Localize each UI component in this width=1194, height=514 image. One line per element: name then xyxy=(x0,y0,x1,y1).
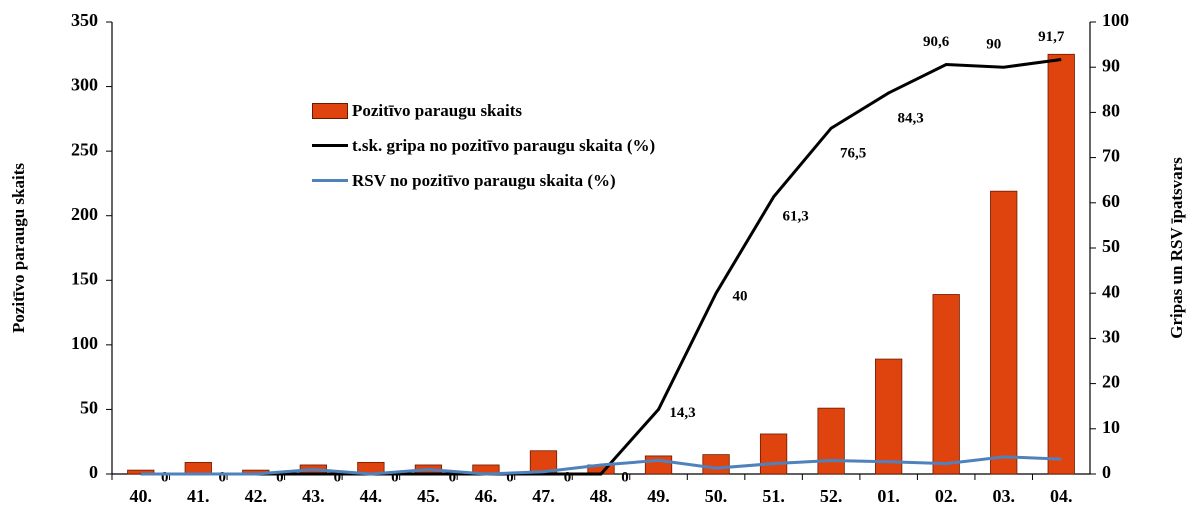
y2-tick-label: 60 xyxy=(1102,191,1120,211)
line xyxy=(140,455,1062,476)
y2-tick-label: 20 xyxy=(1102,372,1120,392)
x-tick-label: 51. xyxy=(762,486,785,506)
legend-label: Pozitīvo paraugu skaits xyxy=(352,101,523,120)
data-label: 14,3 xyxy=(669,405,695,421)
y-tick-label: 250 xyxy=(71,139,98,159)
data-label: 76,5 xyxy=(840,146,866,162)
bar xyxy=(184,461,212,475)
x-tick-label: 50. xyxy=(705,486,728,506)
x-tick-label: 03. xyxy=(992,486,1015,506)
bar xyxy=(759,433,788,475)
legend: Pozitīvo paraugu skaits t.sk. gripa no po… xyxy=(312,100,692,205)
x-tick-label: 02. xyxy=(935,486,958,506)
x-tick-label: 44. xyxy=(360,486,383,506)
legend-swatch xyxy=(312,144,348,147)
y2-tick-label: 0 xyxy=(1102,462,1111,482)
x-tick-label: 52. xyxy=(820,486,843,506)
y2-tick-label: 100 xyxy=(1102,10,1129,30)
y2-tick-label: 80 xyxy=(1102,101,1120,121)
bar xyxy=(1047,53,1075,475)
y2-tick-label: 10 xyxy=(1102,417,1120,437)
data-label: 0 xyxy=(161,469,169,485)
data-label: 0 xyxy=(564,469,572,485)
x-tick-label: 01. xyxy=(877,486,900,506)
x-tick-label: 46. xyxy=(475,486,498,506)
x-tick-label: 48. xyxy=(590,486,613,506)
y-tick-label: 150 xyxy=(71,268,98,288)
data-label: 0 xyxy=(506,469,514,485)
legend-item: t.sk. gripa no pozitīvo paraugu skaita (… xyxy=(312,135,692,156)
legend-item: Pozitīvo paraugu skaits xyxy=(312,100,692,121)
x-tick-label: 42. xyxy=(245,486,268,506)
data-label: 0 xyxy=(276,469,284,485)
y2-tick-label: 30 xyxy=(1102,327,1120,347)
data-label: 0 xyxy=(449,469,457,485)
x-tick-label: 47. xyxy=(532,486,555,506)
data-label: 0 xyxy=(391,469,399,485)
bar xyxy=(875,358,903,475)
x-tick-label: 49. xyxy=(647,486,670,506)
legend-item: RSV no pozitīvo paraugu skaita (%) xyxy=(312,170,692,191)
y-tick-label: 100 xyxy=(71,333,98,353)
data-label: 40 xyxy=(733,289,748,305)
y2-tick-label: 50 xyxy=(1102,236,1120,256)
bar xyxy=(932,294,960,475)
y-tick-label: 200 xyxy=(71,204,98,224)
y2-tick-label: 40 xyxy=(1102,281,1120,301)
legend-swatch xyxy=(312,103,348,119)
y-tick-label: 350 xyxy=(71,10,98,30)
y-axis-label: Pozitīvo paraugu skaits xyxy=(9,163,28,333)
x-tick-label: 40. xyxy=(130,486,153,506)
legend-label: RSV no pozitīvo paraugu skaita (%) xyxy=(352,171,616,190)
data-label: 0 xyxy=(219,469,227,485)
y-tick-label: 50 xyxy=(80,398,98,418)
bar xyxy=(644,455,673,475)
legend-label: t.sk. gripa no pozitīvo paraugu skaita (… xyxy=(352,136,656,155)
y2-tick-label: 90 xyxy=(1102,55,1120,75)
y2-axis-label: Gripas un RSV īpatsvars xyxy=(1167,157,1186,339)
bar xyxy=(990,190,1018,475)
data-label: 84,3 xyxy=(898,110,924,126)
x-tick-label: 43. xyxy=(302,486,325,506)
legend-swatch xyxy=(312,179,348,182)
bar xyxy=(702,454,730,475)
y-tick-label: 300 xyxy=(71,75,98,95)
data-label: 61,3 xyxy=(782,208,808,224)
x-tick-label: 04. xyxy=(1050,486,1073,506)
data-label: 90 xyxy=(986,37,1001,53)
y2-tick-label: 70 xyxy=(1102,146,1120,166)
data-label: 0 xyxy=(334,469,342,485)
bar xyxy=(817,407,845,475)
x-tick-label: 45. xyxy=(417,486,440,506)
x-tick-label: 41. xyxy=(187,486,210,506)
line xyxy=(140,58,1062,476)
y-tick-label: 0 xyxy=(89,462,98,482)
data-label: 0 xyxy=(621,469,629,485)
data-label: 90,6 xyxy=(923,34,950,50)
data-label: 91,7 xyxy=(1038,29,1065,45)
